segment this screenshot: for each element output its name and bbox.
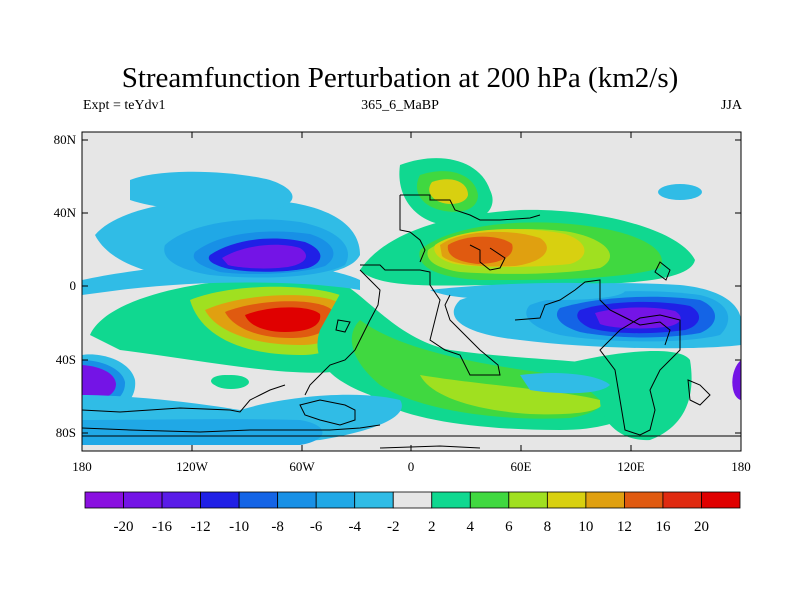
colorbar-swatch	[200, 491, 240, 509]
colorbar-swatch	[84, 491, 124, 509]
colorbar-swatch	[469, 491, 510, 509]
lat-label: 80S	[55, 425, 76, 440]
lon-label: 60E	[510, 459, 532, 474]
colorbar-swatch	[277, 491, 317, 509]
latitude-ticks	[82, 139, 741, 434]
colorbar-label: -16	[152, 519, 173, 535]
colorbar-swatch	[508, 491, 548, 509]
lat-label: 40N	[53, 205, 76, 220]
lat-label: 40S	[55, 352, 76, 367]
experiment-label: Expt = teYdv1	[83, 98, 166, 113]
colorbar-swatch	[161, 491, 201, 509]
map-panel	[82, 132, 741, 451]
colorbar-label: -6	[309, 519, 323, 535]
colorbar-label: 12	[616, 519, 632, 535]
colorbar-swatch	[546, 491, 587, 509]
colorbar-label: 10	[578, 519, 594, 535]
colorbar-label: -2	[386, 519, 400, 535]
positive-anomaly-fields	[90, 158, 695, 441]
plot-title: Streamfunction Perturbation at 200 hPa (…	[121, 62, 679, 94]
colorbar-label: 6	[505, 519, 513, 535]
colorbar-swatch	[431, 491, 471, 509]
colorbar-swatch	[585, 491, 625, 509]
colorbar-label: -10	[229, 519, 250, 535]
colorbar-label: 4	[466, 519, 475, 535]
season-label: JJA	[720, 98, 742, 113]
colorbar-swatch	[354, 491, 394, 509]
colorbar-label: -20	[113, 519, 134, 535]
colorbar-swatch	[701, 491, 741, 509]
lon-label: 120E	[617, 459, 645, 474]
lon-label: 120W	[176, 459, 208, 474]
lon-label: 60W	[289, 459, 315, 474]
case-label: 365_6_MaBP	[361, 98, 439, 113]
colorbar-label: 16	[655, 519, 671, 535]
colorbar-label: 20	[693, 519, 709, 535]
coastlines	[82, 194, 741, 449]
colorbar-label: 2	[428, 519, 436, 535]
colorbar-swatch	[624, 491, 664, 509]
lon-label: 180	[72, 459, 92, 474]
colorbar-swatch	[662, 491, 702, 509]
lat-label: 0	[69, 278, 77, 293]
colorbar-swatch	[315, 491, 356, 509]
lat-label: 80N	[53, 132, 76, 147]
colorbar-label: -4	[348, 519, 361, 535]
colorbar-label: -12	[190, 519, 211, 535]
colorbar-swatch	[123, 491, 163, 509]
colorbar-label: 8	[543, 519, 552, 535]
colorbar-swatch	[392, 491, 433, 509]
colorbar-label: -8	[271, 519, 284, 535]
colorbar-swatch	[238, 491, 279, 509]
lon-label: 0	[407, 459, 415, 474]
longitude-ticks	[81, 132, 742, 451]
colorbar	[84, 491, 741, 509]
lon-label: 180	[731, 459, 751, 474]
